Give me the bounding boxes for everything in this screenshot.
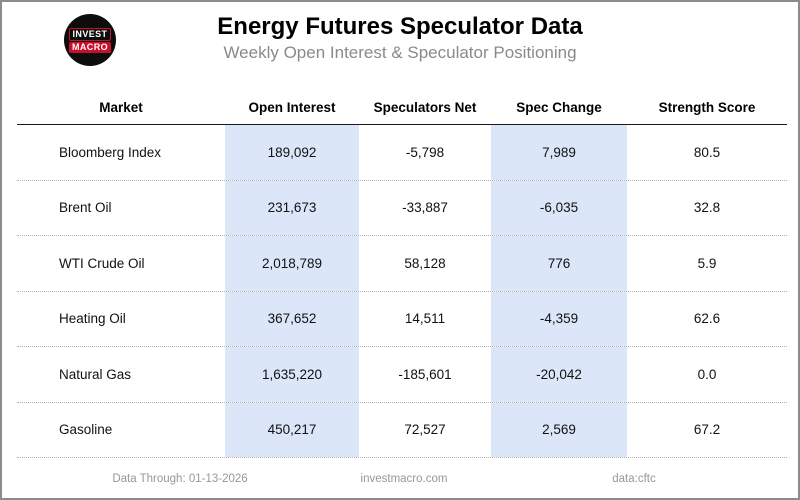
strength-score-cell: 62.6 — [693, 311, 721, 327]
market-name-cell: WTI Crude Oil — [59, 255, 145, 271]
open-interest-cell: 1,635,220 — [225, 347, 359, 402]
speculator-table: Market Open Interest Speculators Net Spe… — [17, 90, 787, 458]
column-header-strength-score: Strength Score — [658, 99, 756, 115]
table-row: WTI Crude Oil 2,018,789 58,128 776 5.9 — [17, 236, 787, 292]
spec-change-cell: 2,569 — [491, 402, 627, 457]
open-interest-cell: 2,018,789 — [225, 236, 359, 291]
strength-score-cell: 0.0 — [697, 366, 717, 382]
table-row: Bloomberg Index 189,092 -5,798 7,989 80.… — [17, 125, 787, 181]
spec-change-cell: 776 — [491, 236, 627, 291]
page-subtitle: Weekly Open Interest & Speculator Positi… — [223, 43, 577, 62]
table-row: Heating Oil 367,652 14,511 -4,359 62.6 — [17, 291, 787, 347]
column-header-spec-change: Spec Change — [516, 99, 602, 115]
market-name-cell: Heating Oil — [59, 311, 126, 327]
logo-macro-text: MACRO — [69, 41, 111, 53]
speculators-net-cell: -185,601 — [398, 366, 452, 382]
speculators-net-cell: 72,527 — [404, 422, 446, 438]
logo-invest-text: INVEST — [68, 27, 112, 41]
open-interest-cell: 450,217 — [225, 402, 359, 457]
strength-score-cell: 67.2 — [693, 422, 721, 438]
header: INVEST MACRO Energy Futures Speculator D… — [2, 2, 798, 82]
table-header-row: Market Open Interest Speculators Net Spe… — [17, 90, 787, 125]
investmacro-logo: INVEST MACRO — [64, 14, 116, 66]
market-name-cell: Bloomberg Index — [59, 144, 162, 160]
spec-change-cell: -20,042 — [491, 347, 627, 402]
page-title: Energy Futures Speculator Data — [217, 13, 583, 40]
title-block: Energy Futures Speculator Data Weekly Op… — [2, 12, 798, 64]
data-source-label: data:cftc — [612, 473, 656, 485]
data-through-label: Data Through: 01-13-2026 — [112, 473, 248, 485]
spec-change-cell: -4,359 — [491, 291, 627, 346]
open-interest-cell: 231,673 — [225, 180, 359, 235]
market-name-cell: Natural Gas — [59, 366, 132, 382]
strength-score-cell: 5.9 — [697, 255, 717, 271]
speculators-net-cell: -33,887 — [402, 200, 448, 216]
table-row: Natural Gas 1,635,220 -185,601 -20,042 0… — [17, 347, 787, 403]
market-name-cell: Brent Oil — [59, 200, 112, 216]
table-row: Gasoline 450,217 72,527 2,569 67.2 — [17, 402, 787, 458]
table-body: Bloomberg Index 189,092 -5,798 7,989 80.… — [17, 125, 787, 458]
website-label: investmacro.com — [360, 473, 448, 485]
table-row: Brent Oil 231,673 -33,887 -6,035 32.8 — [17, 180, 787, 236]
column-header-open-interest: Open Interest — [248, 99, 336, 115]
speculators-net-cell: 58,128 — [404, 255, 446, 271]
column-header-speculators-net: Speculators Net — [373, 99, 477, 115]
strength-score-cell: 32.8 — [693, 200, 721, 216]
spec-change-cell: 7,989 — [491, 125, 627, 180]
speculators-net-cell: -5,798 — [405, 144, 445, 160]
column-header-market: Market — [99, 99, 143, 115]
footer: Data Through: 01-13-2026 investmacro.com… — [2, 473, 798, 489]
speculators-net-cell: 14,511 — [404, 311, 446, 327]
spec-change-cell: -6,035 — [491, 180, 627, 235]
open-interest-cell: 189,092 — [225, 125, 359, 180]
strength-score-cell: 80.5 — [693, 144, 721, 160]
market-name-cell: Gasoline — [59, 422, 113, 438]
open-interest-cell: 367,652 — [225, 291, 359, 346]
